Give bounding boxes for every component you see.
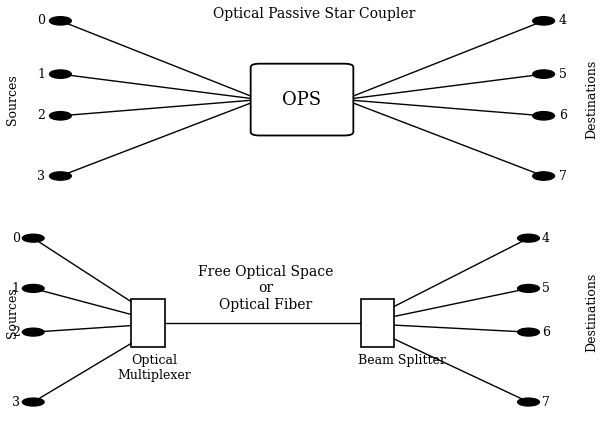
Text: Optical
Multiplexer: Optical Multiplexer <box>117 354 191 382</box>
Circle shape <box>50 111 71 120</box>
Circle shape <box>518 398 539 406</box>
Text: Sources: Sources <box>5 74 19 125</box>
Text: Free Optical Space
or
Optical Fiber: Free Optical Space or Optical Fiber <box>198 265 333 312</box>
Text: 1: 1 <box>37 68 45 80</box>
Circle shape <box>518 284 539 292</box>
FancyBboxPatch shape <box>251 64 353 135</box>
Circle shape <box>22 234 44 242</box>
Text: 6: 6 <box>542 326 550 339</box>
Circle shape <box>50 70 71 78</box>
Text: 7: 7 <box>542 395 550 409</box>
Text: 4: 4 <box>542 232 550 245</box>
Text: Beam Splitter: Beam Splitter <box>358 354 446 367</box>
Text: 0: 0 <box>12 232 20 245</box>
Text: Destinations: Destinations <box>585 273 599 352</box>
Circle shape <box>533 70 554 78</box>
Text: 1: 1 <box>12 282 20 295</box>
Circle shape <box>22 284 44 292</box>
Text: 4: 4 <box>559 14 567 28</box>
Circle shape <box>533 111 554 120</box>
Text: OPS: OPS <box>283 90 321 108</box>
Text: 3: 3 <box>12 395 20 409</box>
Circle shape <box>22 398 44 406</box>
Text: 7: 7 <box>559 170 567 183</box>
Text: 2: 2 <box>12 326 20 339</box>
Circle shape <box>22 328 44 336</box>
Circle shape <box>533 17 554 25</box>
Circle shape <box>518 234 539 242</box>
Text: 2: 2 <box>37 109 45 122</box>
Text: 3: 3 <box>37 170 45 183</box>
Text: 6: 6 <box>559 109 567 122</box>
Bar <box>361 299 394 347</box>
Circle shape <box>50 17 71 25</box>
Circle shape <box>533 172 554 180</box>
Bar <box>132 299 165 347</box>
Text: 0: 0 <box>37 14 45 28</box>
Text: 5: 5 <box>559 68 567 80</box>
Text: Optical Passive Star Coupler: Optical Passive Star Coupler <box>213 7 416 21</box>
Text: Sources: Sources <box>5 287 19 338</box>
Text: Destinations: Destinations <box>585 60 599 139</box>
Circle shape <box>518 328 539 336</box>
Text: 5: 5 <box>542 282 550 295</box>
Circle shape <box>50 172 71 180</box>
